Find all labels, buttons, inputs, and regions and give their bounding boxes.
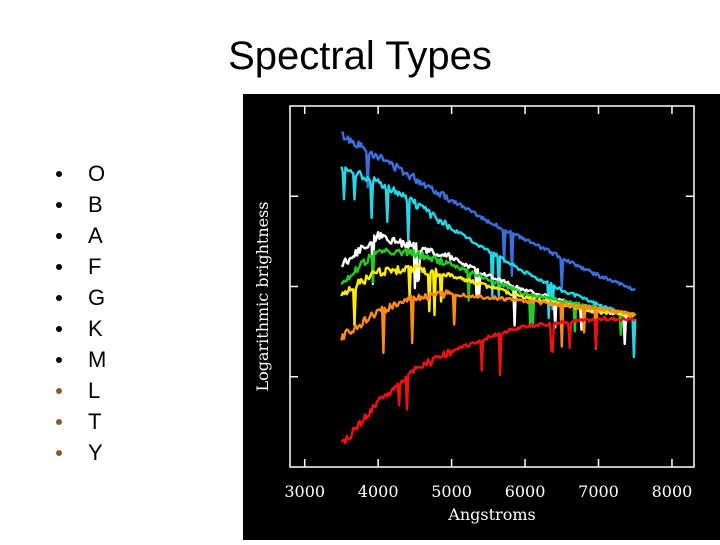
bullet-dot (56, 418, 62, 425)
spectrum-chart: 3000 4000 5000 6000 7000 8000 Angstroms Logarit… (243, 94, 720, 540)
bullet-label: K (88, 316, 103, 341)
bullet-dot (56, 232, 62, 239)
x-tick-label: 3000 (284, 482, 325, 501)
x-tick-label: 7000 (578, 482, 619, 501)
x-axis-label: Angstroms (447, 505, 535, 524)
x-tick-label: 4000 (358, 482, 399, 501)
bullet-item: K (56, 313, 106, 344)
series-line-M (340, 315, 636, 445)
bullet-dot (56, 201, 62, 208)
series-line-B (340, 166, 637, 359)
bullet-item: B (56, 189, 106, 220)
bullet-dot (56, 170, 62, 177)
bullet-item: F (56, 251, 106, 282)
x-tick-label: 5000 (431, 482, 472, 501)
bullet-item: G (56, 282, 106, 313)
bullet-label: B (88, 192, 103, 217)
bullet-item: O (56, 158, 106, 189)
bullet-label: L (88, 378, 101, 403)
bullet-label: G (88, 285, 106, 310)
x-tick-label: 8000 (652, 482, 693, 501)
bullet-label: Y (88, 440, 103, 465)
bullet-dot (56, 356, 62, 363)
spectrum-chart-svg: 3000 4000 5000 6000 7000 8000 Angstroms Logarit… (253, 105, 695, 524)
series-line-O (340, 131, 636, 292)
bullet-item: T (56, 406, 106, 437)
slide-title: Spectral Types (228, 34, 492, 78)
y-axis-label: Logarithmic brightness (253, 201, 272, 391)
series-line-K (340, 289, 636, 355)
bullet-dot (56, 325, 62, 332)
bullet-item: A (56, 220, 106, 251)
bullet-label: O (88, 161, 106, 186)
bullet-dot (56, 294, 62, 301)
bullet-dot (56, 263, 62, 270)
bullet-item: L (56, 375, 106, 406)
bullet-item: Y (56, 437, 106, 468)
bullet-item: M (56, 344, 106, 375)
bullet-label: F (88, 254, 102, 279)
bullet-label: M (88, 347, 107, 372)
bullet-dot (56, 387, 62, 394)
x-tick-label: 6000 (505, 482, 546, 501)
bullet-label: T (88, 409, 102, 434)
bullet-label: A (88, 223, 103, 248)
bullet-dot (56, 449, 62, 456)
